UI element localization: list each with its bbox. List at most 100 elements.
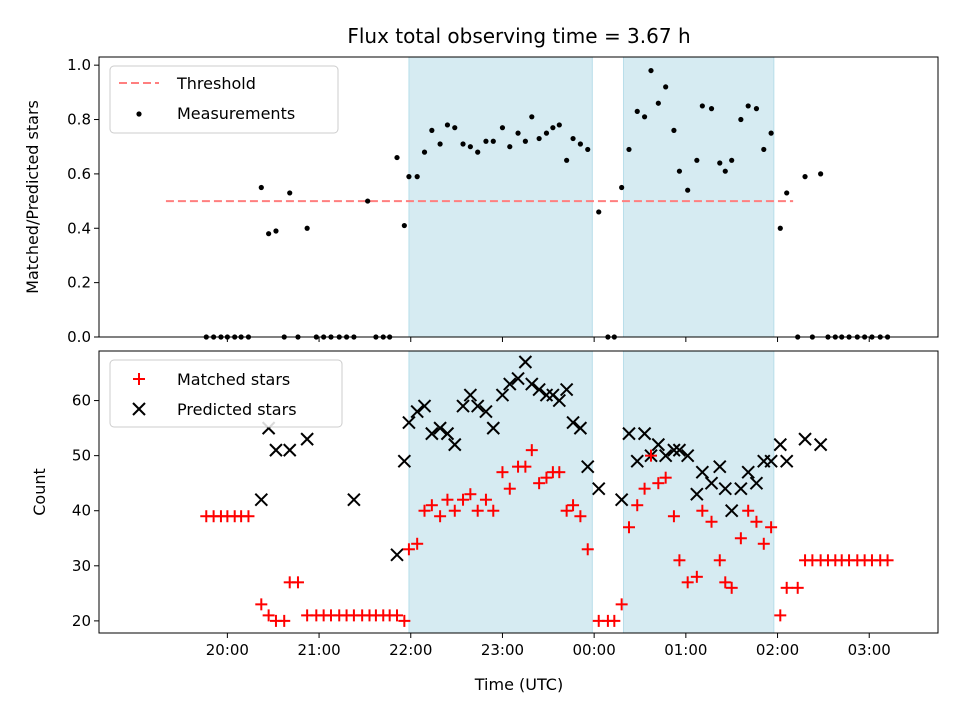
measurement-point (475, 149, 481, 155)
x-tick-label: 21:00 (297, 641, 340, 659)
measurement-point (421, 149, 428, 155)
y-axis-label: Count (30, 468, 49, 516)
ratio-panel: Flux total observing time = 3.67 h 0.00.… (23, 24, 939, 346)
y-axis-label: Matched/Predicted stars (23, 100, 42, 294)
predicted-point (486, 421, 500, 435)
matched-point (464, 488, 477, 501)
measurement-point (676, 168, 683, 174)
matched-point (696, 504, 709, 517)
predicted-point (718, 481, 732, 496)
predicted-points (254, 355, 828, 562)
measurement-point (722, 168, 728, 174)
measurement-point (536, 135, 542, 142)
predicted-point (651, 437, 666, 452)
measurement-legend-marker (136, 111, 142, 117)
measurement-point (266, 231, 272, 237)
predicted-point (559, 382, 574, 397)
legend: Matched stars Predicted stars (109, 359, 343, 428)
matched-point (391, 609, 404, 622)
y-tick-label: 0.4 (67, 219, 91, 237)
predicted-legend-marker (132, 402, 146, 416)
measurement-point (745, 103, 751, 109)
matched-point (713, 554, 726, 567)
measurement-point (444, 122, 451, 128)
measurement-point (655, 100, 661, 106)
matched-point (644, 449, 657, 462)
matched-point (533, 477, 546, 490)
matched-point (652, 477, 665, 490)
y-tick-label: 0.0 (67, 328, 91, 346)
matched-point (418, 504, 431, 517)
predicted-point (532, 382, 546, 397)
measurement-point (467, 144, 473, 150)
matched-point (262, 609, 275, 622)
measurement-point (401, 222, 407, 229)
predicted-point (741, 465, 755, 479)
measurement-point (596, 209, 602, 215)
measurement-point (564, 157, 570, 163)
measurement-point (304, 225, 310, 231)
matched-point (503, 482, 516, 495)
measurement-point (452, 125, 458, 131)
y-tick-label: 20 (72, 612, 91, 630)
predicted-point (581, 459, 595, 474)
predicted-point (410, 404, 424, 419)
matched-point (425, 499, 438, 512)
measurement-point (717, 160, 723, 166)
matched-point (471, 504, 484, 517)
predicted-point (511, 371, 525, 386)
measurement-point (729, 157, 735, 163)
predicted-point (479, 404, 493, 419)
predicted-point (425, 426, 439, 441)
predicted-point (470, 399, 485, 413)
predicted-point (433, 421, 447, 435)
predicted-point (764, 454, 778, 468)
y-tick-label: 0.8 (67, 111, 91, 129)
predicted-point (525, 377, 539, 391)
matched-point (742, 504, 755, 517)
predicted-point (456, 399, 470, 413)
observing-windows (408, 350, 775, 634)
matched-point (638, 482, 651, 495)
matched-point (525, 444, 538, 457)
matched-point (725, 581, 738, 594)
legend-label-measurements: Measurements (177, 104, 295, 123)
predicted-point (518, 355, 533, 369)
matched-point (411, 537, 424, 550)
measurement-point (753, 106, 760, 112)
predicted-point (713, 459, 727, 474)
y-tick-label: 60 (72, 392, 91, 410)
measurement-point (738, 116, 744, 123)
predicted-point (813, 437, 828, 452)
predicted-point (779, 454, 794, 468)
predicted-point (347, 493, 361, 507)
count-panel: 20:00 21:00 22:00 23:00 00:00 01:00 02:00 03:00… (30, 350, 939, 694)
measurement-point (522, 138, 528, 144)
measurement-point (671, 127, 677, 133)
matched-legend-marker (133, 373, 145, 385)
measurement-point (761, 146, 767, 153)
y-tick-label: 50 (72, 447, 91, 465)
y-tick-label: 0.6 (67, 165, 91, 183)
predicted-point (495, 388, 510, 402)
x-tick-label: 03:00 (848, 641, 891, 659)
y-tick-label: 1.0 (67, 56, 91, 74)
matched-point (608, 614, 621, 627)
matched-point (496, 466, 509, 479)
predicted-point (503, 377, 517, 391)
matched-point (881, 554, 894, 567)
matched-point (457, 493, 470, 506)
matched-point (757, 537, 770, 550)
matched-point (567, 499, 580, 512)
matched-point (441, 493, 454, 506)
predicted-point (254, 493, 269, 507)
matched-point (673, 554, 686, 567)
predicted-point (630, 454, 644, 468)
x-tick-label: 22:00 (389, 641, 432, 659)
legend-box (109, 359, 343, 428)
matched-point (479, 493, 492, 506)
legend: Threshold Measurements (109, 65, 339, 134)
matched-point (659, 471, 672, 484)
predicted-point (695, 465, 710, 479)
predicted-point (448, 437, 462, 452)
